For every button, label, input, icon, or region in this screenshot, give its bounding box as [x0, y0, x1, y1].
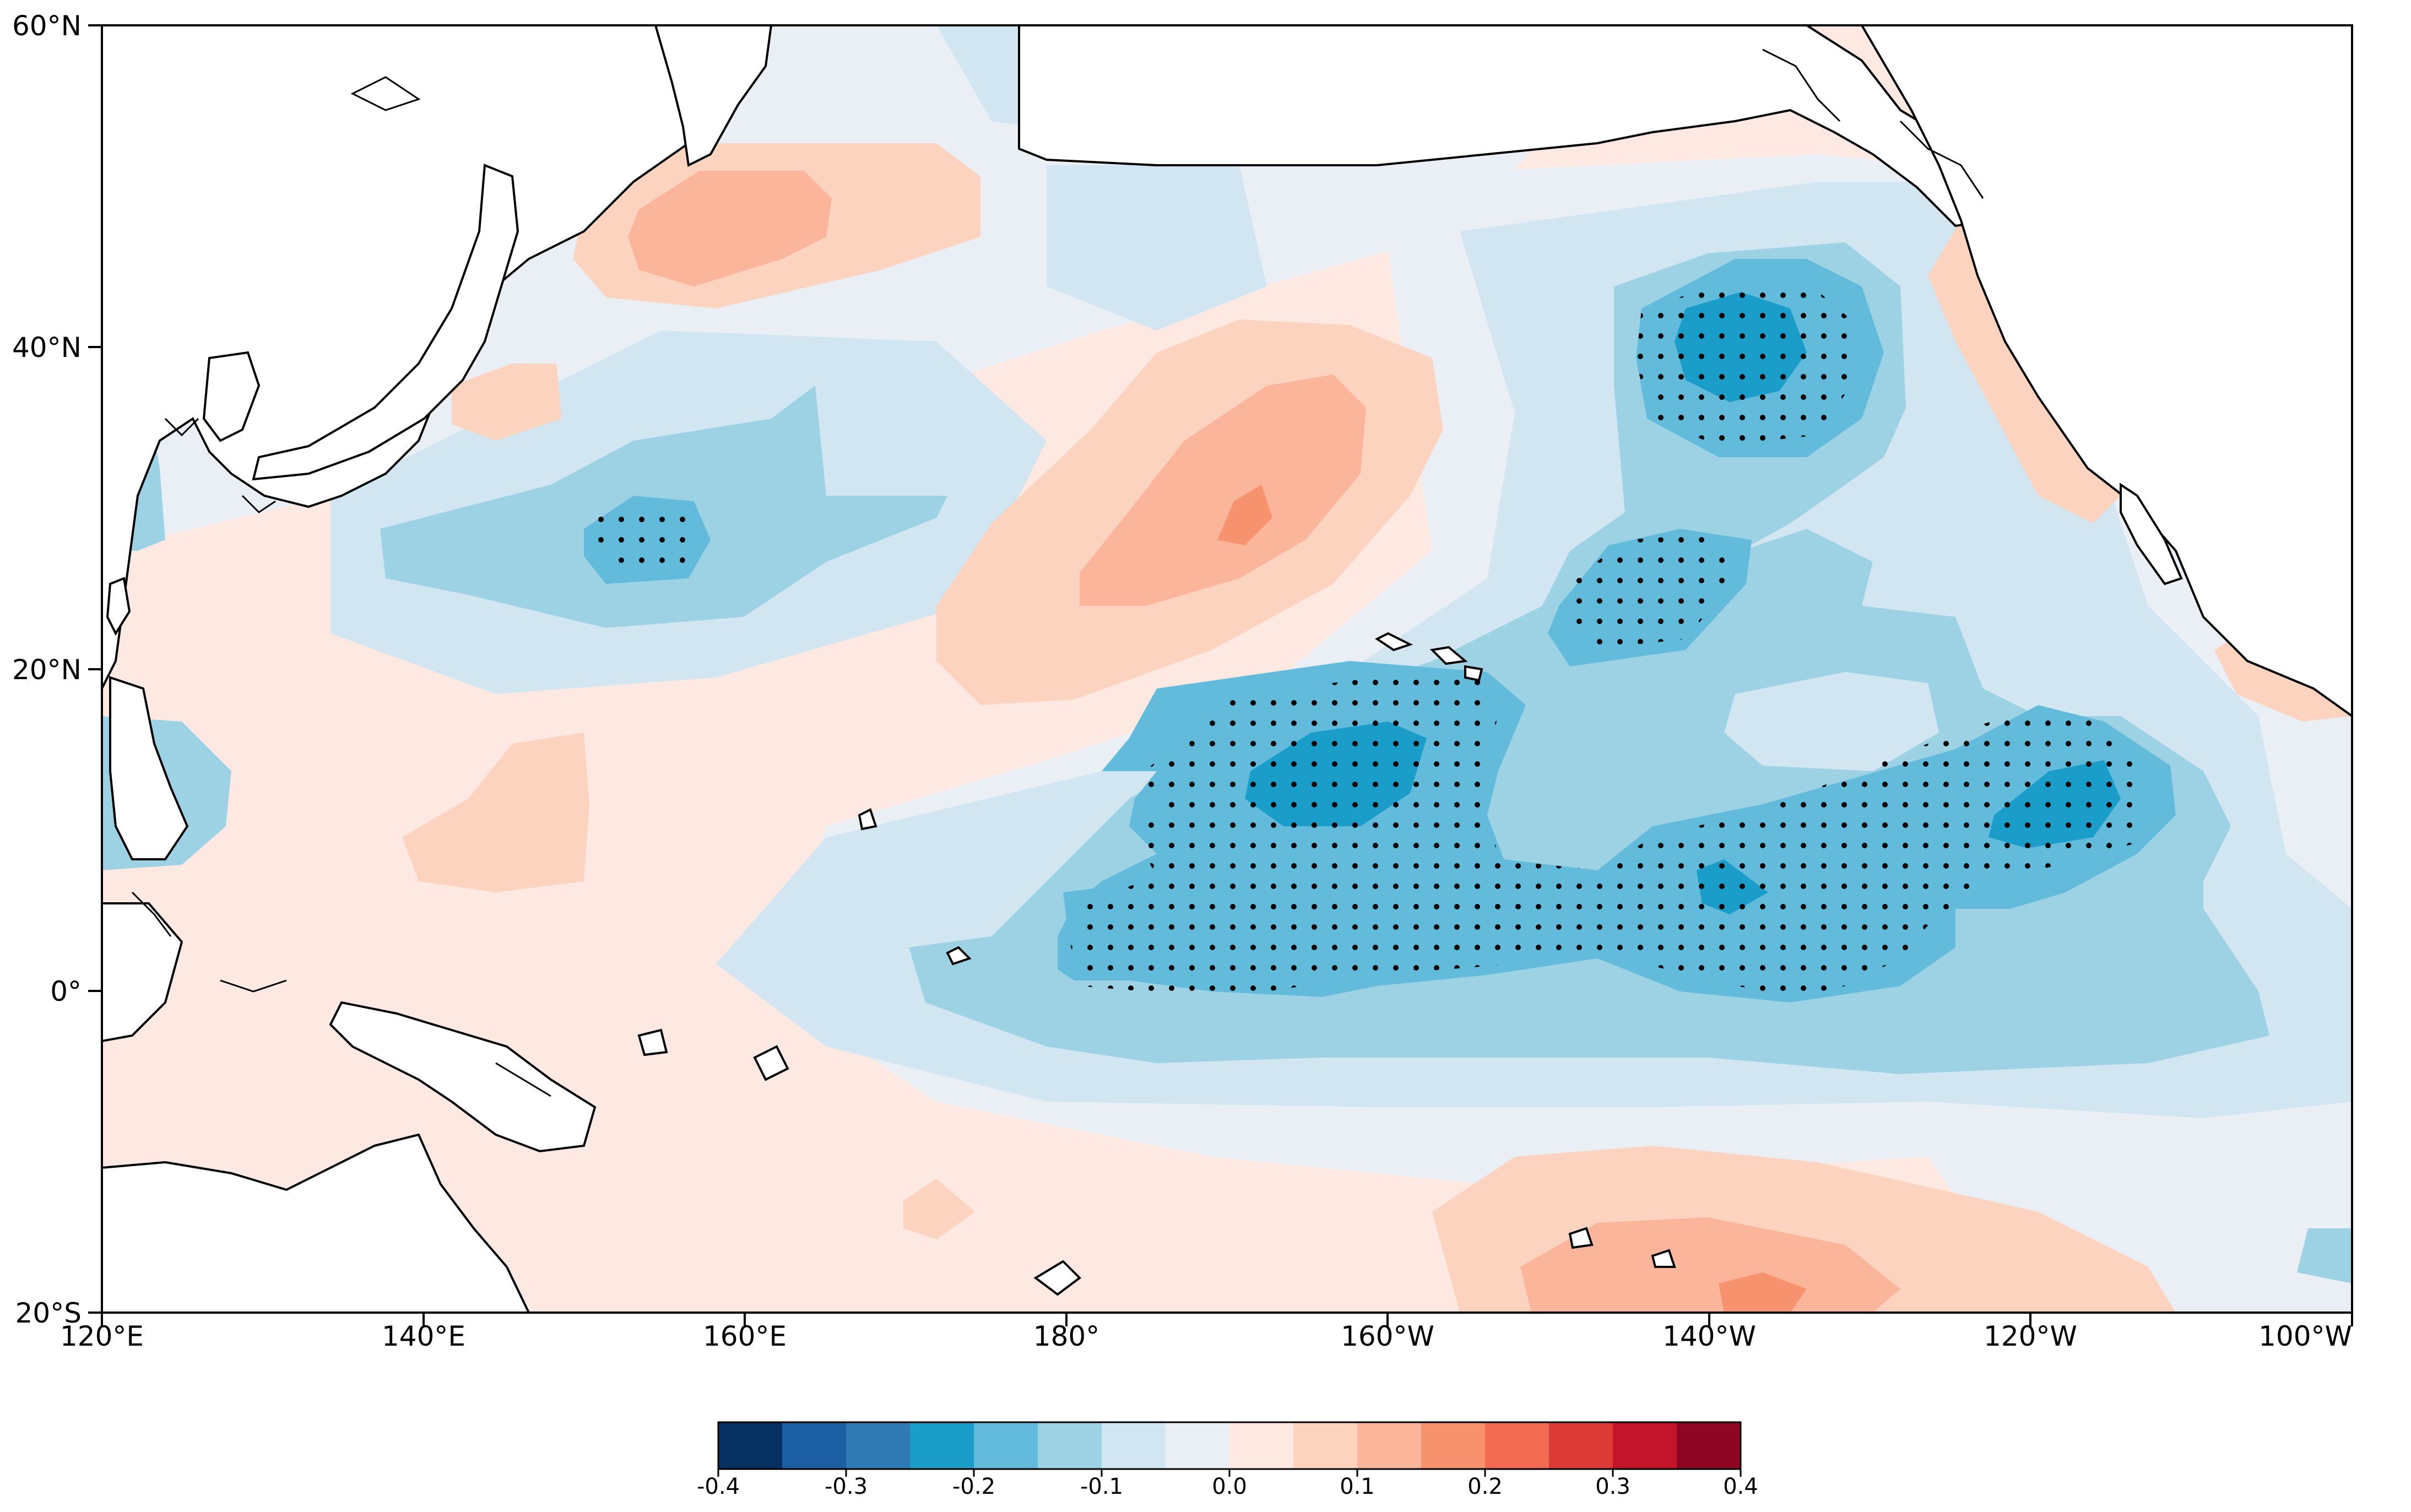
- colorbar-tick-label: 0.0: [1212, 1474, 1247, 1499]
- colorbar-swatch: [1102, 1422, 1166, 1469]
- map-area: [102, 25, 2352, 1313]
- latitude-labels: 60°N 40°N 20°N 0° 20°S: [12, 10, 82, 1329]
- contour-warm-center-2: [1080, 375, 1366, 606]
- contour-warm-center-3: [1217, 485, 1272, 545]
- contour-warm-south-3: [1719, 1272, 1807, 1313]
- lat-label-0: 0°: [50, 976, 82, 1007]
- contour-warm-marianas: [402, 733, 589, 892]
- coastlines: [131, 48, 1984, 1097]
- axis-ticks: [88, 24, 2353, 1326]
- land-korea: [202, 351, 261, 442]
- lon-label-100w: 100°W: [2258, 1320, 2352, 1352]
- lon-label-160e: 160°E: [703, 1320, 787, 1352]
- colorbar-swatch: [1613, 1422, 1677, 1469]
- colorbar-swatch: [910, 1422, 974, 1469]
- longitude-labels: 120°E 140°E 160°E 180° 160°W 140°W 120°W…: [60, 1320, 2352, 1352]
- colorbar: [717, 1421, 1742, 1477]
- land-australia: [102, 1133, 530, 1313]
- contour-light-blue-nw: [1047, 165, 1267, 330]
- contour-warm-japan-east: [452, 364, 562, 441]
- land-baja: [2120, 483, 2183, 586]
- colorbar-tick-label: -0.3: [825, 1474, 868, 1499]
- colorbar-swatch: [1357, 1422, 1422, 1469]
- colorbar-tick-label: -0.4: [697, 1474, 740, 1499]
- colorbar-tick-label: -0.2: [952, 1474, 995, 1499]
- colorbar-swatch: [1485, 1422, 1549, 1469]
- land-north-america: [1860, 25, 2352, 718]
- colorbar-swatch: [1166, 1422, 1230, 1469]
- stipple-region-south: [1069, 672, 2148, 997]
- land-philippines: [109, 676, 189, 860]
- lon-label-140w: 140°W: [1662, 1320, 1756, 1352]
- islands: [637, 632, 1676, 1296]
- lat-label-20s: 20°S: [15, 1297, 82, 1329]
- colorbar-tick-label: 0.3: [1595, 1474, 1630, 1499]
- lon-label-160w: 160°W: [1341, 1320, 1434, 1352]
- lon-label-120e: 120°E: [60, 1320, 144, 1352]
- contour-light-blue-se-hole: [1724, 672, 1939, 771]
- colorbar-swatch: [1677, 1422, 1741, 1469]
- lon-label-140e: 140°E: [382, 1320, 465, 1352]
- land-borneo-indonesia: [102, 902, 183, 1043]
- colorbar-swatch: [1549, 1422, 1613, 1469]
- significance-stippling: [595, 281, 2148, 997]
- lat-label-20n: 20°N: [12, 654, 82, 686]
- land-kamchatka: [654, 25, 773, 167]
- colorbar-swatch: [1038, 1422, 1102, 1469]
- colorbar-tick-label: 0.4: [1723, 1474, 1758, 1499]
- colorbar-swatch: [782, 1422, 847, 1469]
- land-taiwan: [106, 577, 131, 636]
- contour-blue-southeast: [2297, 1228, 2352, 1283]
- land-new-guinea: [329, 1001, 597, 1153]
- lat-label-60n: 60°N: [12, 10, 82, 42]
- colorbar-tick-label: 0.2: [1467, 1474, 1503, 1499]
- colorbar-swatch: [1229, 1422, 1294, 1469]
- colorbar-tick-label: 0.1: [1340, 1474, 1375, 1499]
- stipple-region-central-north: [1570, 534, 1741, 650]
- lon-label-180: 180°: [1033, 1320, 1099, 1352]
- lon-label-120w: 120°W: [1984, 1320, 2077, 1352]
- stipple-region-north: [1636, 281, 1851, 446]
- colorbar-tick-labels: -0.4 -0.3 -0.2 -0.1 0.0 0.1 0.2 0.3 0.4: [697, 1474, 1758, 1499]
- contour-warm-north-2: [628, 171, 832, 286]
- colorbar-swatch: [718, 1422, 783, 1469]
- contour-warm-southwest: [903, 1179, 975, 1239]
- stipple-region-west: [595, 501, 694, 573]
- colorbar-swatch: [974, 1422, 1038, 1469]
- lat-label-40n: 40°N: [12, 332, 82, 364]
- colorbar-swatch: [1293, 1422, 1358, 1469]
- colorbar-swatch: [1421, 1422, 1486, 1469]
- land-japan: [252, 164, 519, 481]
- colorbar-swatch: [846, 1422, 911, 1469]
- colorbar-tick-label: -0.1: [1080, 1474, 1123, 1499]
